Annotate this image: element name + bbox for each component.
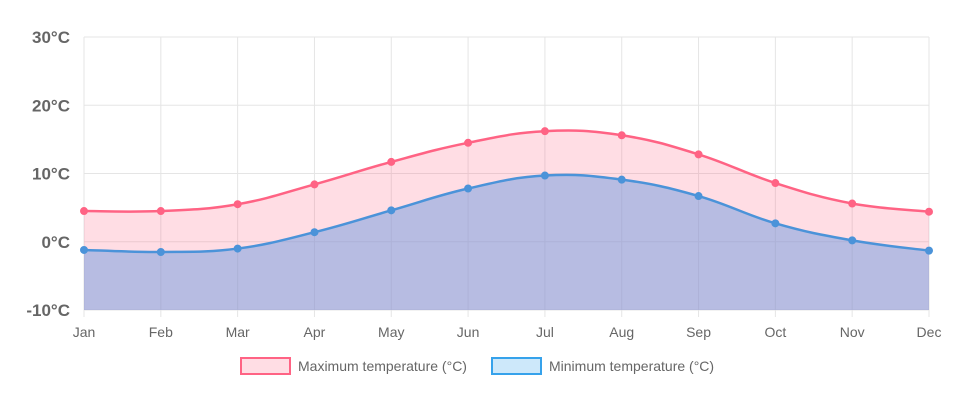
x-tick-label: May	[378, 324, 404, 340]
series-lines	[83, 129, 930, 254]
series-0-point-may[interactable]	[387, 157, 396, 166]
series-1-point-dec[interactable]	[925, 246, 933, 255]
x-tick-label: Jul	[536, 324, 554, 340]
series-areas	[84, 130, 929, 310]
series-0-point-jul[interactable]	[540, 127, 549, 136]
x-tick-label: Nov	[840, 324, 865, 340]
x-tick-label: Apr	[304, 324, 326, 340]
series-1-line	[83, 173, 930, 254]
series-0-point-jun[interactable]	[464, 138, 473, 147]
legend-swatch-1[interactable]	[491, 357, 542, 375]
series-1-area	[84, 174, 929, 310]
series-0-point-oct[interactable]	[771, 179, 780, 188]
series-0-point-dec[interactable]	[925, 207, 933, 216]
series-1-point-nov[interactable]	[848, 236, 857, 245]
x-tick-label: Oct	[764, 324, 786, 340]
series-0-point-apr[interactable]	[310, 180, 319, 189]
x-tick-label: Jan	[73, 324, 96, 340]
legend: Maximum temperature (°C) Minimum temperat…	[240, 357, 714, 375]
x-axis-ticks: Jan Feb Mar Apr May Jun Jul Aug Sep Oct Nov Dec	[73, 324, 942, 340]
x-tick-label: Feb	[149, 324, 173, 340]
series-0-point-nov[interactable]	[848, 199, 857, 208]
series-0-line	[83, 129, 930, 213]
series-1-point-jul[interactable]	[540, 171, 549, 180]
series-1-point-aug[interactable]	[617, 175, 626, 184]
series-1-point-mar[interactable]	[233, 244, 242, 253]
series-1-point-apr[interactable]	[310, 228, 319, 237]
series-0-point-feb[interactable]	[156, 207, 165, 216]
x-tick-label: Sep	[686, 324, 711, 340]
series-0-point-sep[interactable]	[694, 150, 703, 159]
y-tick-label: 10°C	[32, 165, 70, 184]
y-axis-ticks: 30°C 20°C 10°C 0°C -10°C	[26, 28, 70, 320]
series-1-point-jan[interactable]	[80, 245, 88, 254]
series-1-point-jun[interactable]	[464, 184, 473, 193]
x-tick-label: Mar	[226, 324, 250, 340]
x-tick-label: Aug	[609, 324, 634, 340]
legend-swatch-0[interactable]	[240, 357, 291, 375]
series-0-point-mar[interactable]	[233, 200, 242, 209]
legend-label-0[interactable]: Maximum temperature (°C)	[298, 358, 467, 374]
series-1-point-sep[interactable]	[694, 192, 703, 201]
x-tick-label: Jun	[457, 324, 480, 340]
series-0-point-aug[interactable]	[617, 131, 626, 140]
y-tick-label: -10°C	[26, 301, 70, 320]
series-1-point-feb[interactable]	[156, 247, 165, 256]
y-tick-label: 0°C	[41, 233, 70, 252]
legend-label-1[interactable]: Minimum temperature (°C)	[549, 358, 714, 374]
series-1-point-may[interactable]	[387, 206, 396, 215]
x-tick-label: Dec	[917, 324, 942, 340]
y-tick-label: 20°C	[32, 96, 70, 115]
series-0-point-jan[interactable]	[80, 207, 88, 216]
series-points	[80, 127, 933, 256]
y-tick-label: 30°C	[32, 28, 70, 47]
series-1-point-oct[interactable]	[771, 219, 780, 228]
